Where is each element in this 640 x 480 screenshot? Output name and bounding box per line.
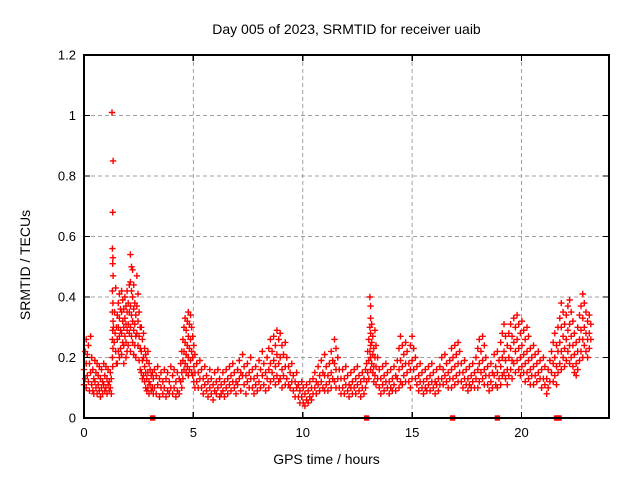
y-tick-label: 0.8 (58, 169, 76, 184)
y-tick-label: 1 (69, 108, 76, 123)
y-tick-label: 0 (69, 411, 76, 426)
x-tick-label: 15 (405, 425, 419, 440)
x-tick-label: 10 (296, 425, 310, 440)
tick-marks (83, 54, 609, 419)
chart-title: Day 005 of 2023, SRMTID for receiver uai… (212, 21, 481, 37)
x-axis-label: GPS time / hours (273, 451, 380, 467)
y-tick-label: 0.2 (58, 350, 76, 365)
x-tick-label: 5 (190, 425, 197, 440)
x-tick-label: 20 (514, 425, 528, 440)
x-tick-label: 0 (80, 425, 87, 440)
y-tick-label: 0.4 (58, 290, 76, 305)
series-srmtid (80, 109, 594, 410)
y-tick-label: 1.2 (58, 48, 76, 63)
y-tick-label: 0.6 (58, 229, 76, 244)
tick-labels: 0 5 10 15 20 0 0.2 0.4 0.6 0.8 1 1.2 (58, 48, 529, 441)
